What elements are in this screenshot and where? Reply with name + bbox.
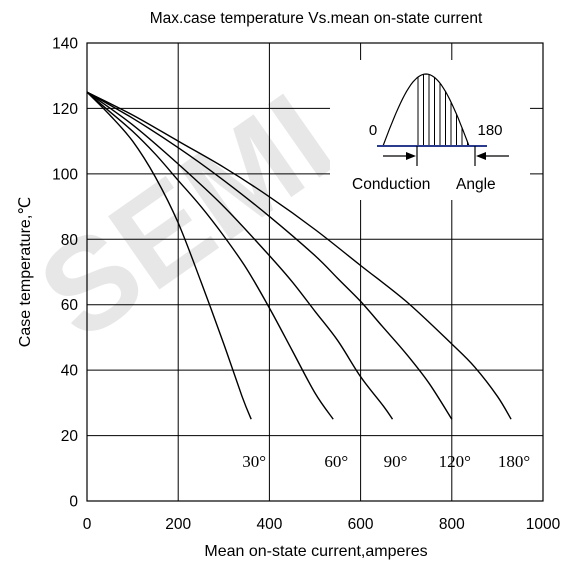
y-tick-label: 40 — [61, 363, 79, 380]
x-tick-label: 400 — [256, 516, 282, 533]
y-tick-label: 20 — [61, 428, 79, 445]
x-tick-label: 200 — [165, 516, 191, 533]
inset-arrow-right — [476, 152, 509, 160]
series-label-4: 180° — [498, 452, 530, 471]
series-line-0 — [86, 91, 252, 420]
series-labels: 30° 60° 90° 120° 180° — [242, 452, 530, 471]
series-label-3: 120° — [439, 452, 471, 471]
x-tick-label: 600 — [348, 516, 374, 533]
y-tick-label: 60 — [61, 297, 79, 314]
inset-arrow-left — [383, 152, 416, 160]
x-tick-labels: 0 200 400 600 800 1000 — [83, 516, 561, 533]
series-curves — [86, 91, 512, 420]
inset-label-start: 0 — [369, 122, 377, 139]
conduction-angle-inset: 0 180 Conduction Angle — [330, 60, 530, 200]
series-label-2: 90° — [384, 452, 408, 471]
inset-hatching — [417, 74, 468, 146]
y-tick-label: 80 — [61, 232, 79, 249]
x-tick-label: 1000 — [526, 516, 561, 533]
series-line-1 — [86, 91, 334, 420]
y-tick-label: 140 — [52, 36, 78, 53]
y-tick-label: 120 — [52, 101, 78, 118]
y-axis-label: Case temperature,℃ — [17, 197, 34, 348]
x-axis-label: Mean on-state current,amperes — [204, 543, 427, 560]
inset-caption-left: Conduction — [352, 176, 430, 193]
series-line-2 — [86, 91, 394, 420]
series-line-4 — [86, 91, 512, 420]
y-tick-labels: 0 20 40 60 80 100 120 140 — [52, 36, 78, 511]
inset-label-end: 180 — [477, 122, 502, 139]
inset-background — [330, 60, 530, 200]
series-line-3 — [86, 91, 453, 420]
y-tick-label: 100 — [52, 166, 78, 183]
plot-frame — [86, 42, 544, 502]
inset-sine-wave — [382, 73, 470, 147]
series-label-1: 60° — [324, 452, 348, 471]
series-label-0: 30° — [242, 452, 266, 471]
inset-caption-right: Angle — [456, 176, 496, 193]
x-tick-label: 0 — [83, 516, 92, 533]
y-tick-label: 0 — [69, 494, 78, 511]
x-tick-label: 800 — [439, 516, 465, 533]
chart-title: Max.case temperature Vs.mean on-state cu… — [150, 10, 483, 27]
